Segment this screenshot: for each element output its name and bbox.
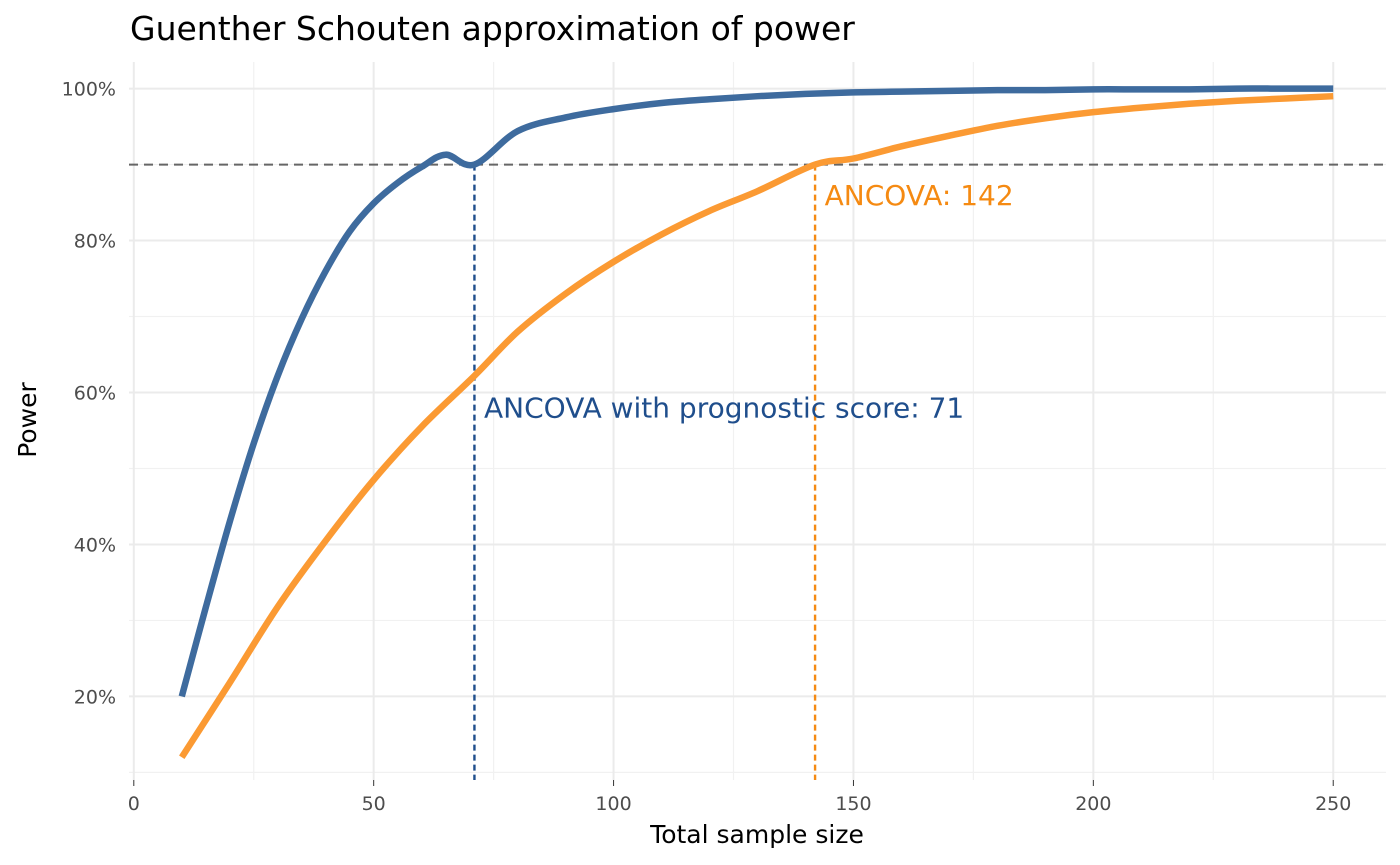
x-tick-label: 150 xyxy=(835,793,871,815)
annotations: ANCOVA: 142 ANCOVA with prognostic score:… xyxy=(484,179,1014,425)
y-tick-label: 100% xyxy=(62,79,116,101)
minor-gridlines xyxy=(129,62,1386,780)
series-ancova-line xyxy=(179,92,1334,759)
x-tick-label: 100 xyxy=(595,793,631,815)
y-axis-title: Power xyxy=(13,381,42,457)
x-tick-label: 0 xyxy=(128,793,140,815)
prognostic-annotation: ANCOVA with prognostic score: 71 xyxy=(484,392,964,425)
y-axis-ticks: 20% 40% 60% 80% 100% xyxy=(62,79,116,709)
y-tick-label: 60% xyxy=(74,383,116,405)
reference-lines xyxy=(129,163,1386,780)
major-gridlines xyxy=(129,62,1386,780)
x-tick-label: 250 xyxy=(1315,793,1351,815)
x-tick-label: 200 xyxy=(1075,793,1111,815)
y-tick-label: 80% xyxy=(74,231,116,253)
chart-title: Guenther Schouten approximation of power xyxy=(130,9,855,48)
y-tick-label: 20% xyxy=(74,686,116,708)
x-axis-title: Total sample size xyxy=(649,820,864,849)
ancova-annotation: ANCOVA: 142 xyxy=(825,179,1014,212)
series-ancova-prognostic-line xyxy=(178,85,1334,698)
series-lines xyxy=(178,85,1334,759)
x-axis-ticks: 0 50 100 150 200 250 xyxy=(128,780,1351,815)
y-tick-label: 40% xyxy=(74,534,116,556)
x-tick-label: 50 xyxy=(362,793,386,815)
